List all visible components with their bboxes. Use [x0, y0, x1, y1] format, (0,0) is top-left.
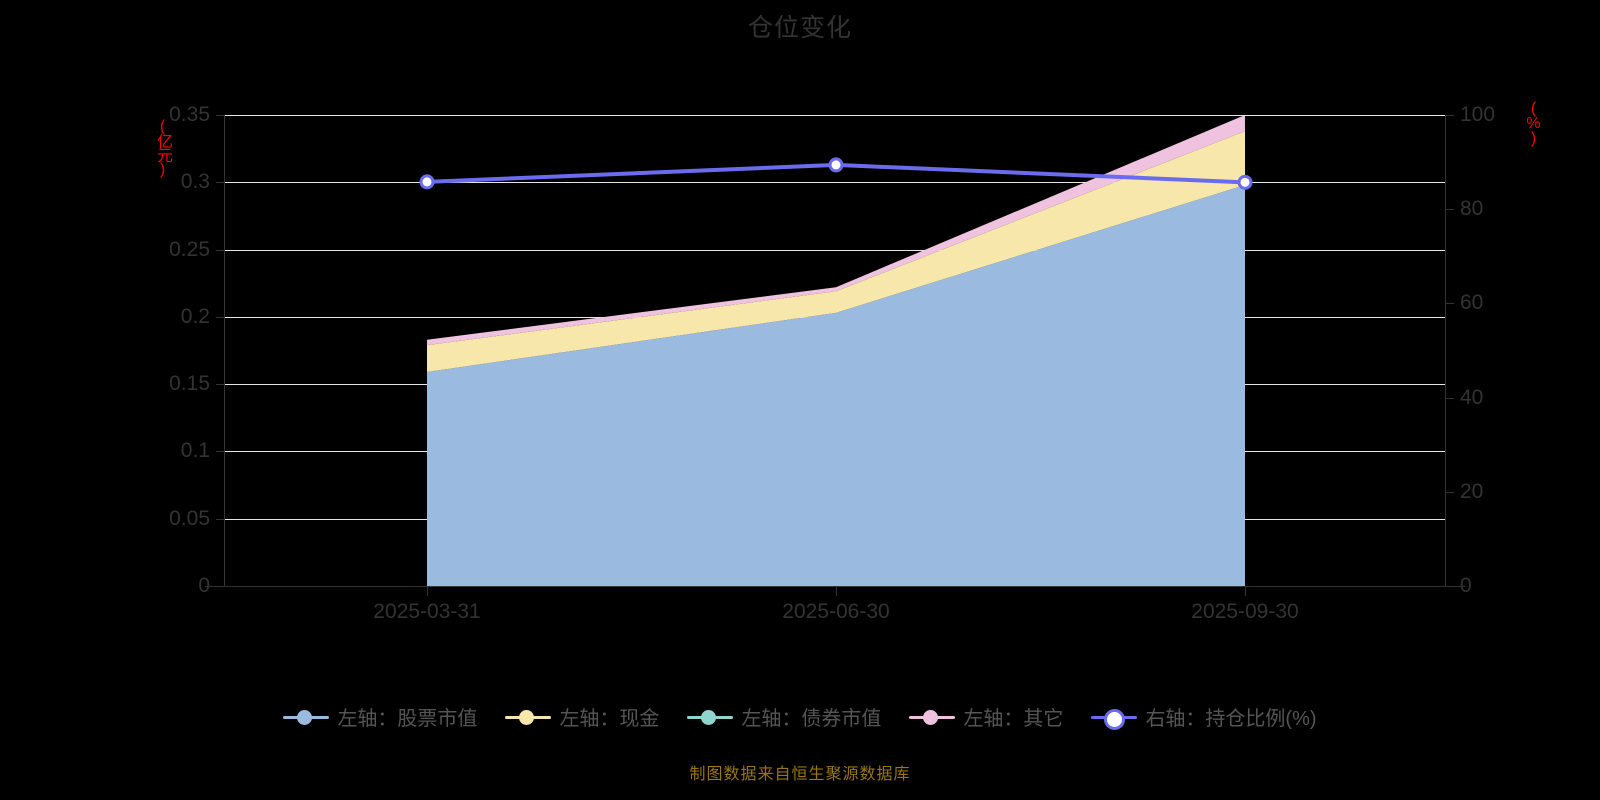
y-axis-right-tick-mark — [1446, 398, 1454, 399]
data-point-marker[interactable] — [828, 157, 844, 173]
legend-dot-icon — [283, 708, 330, 726]
y-axis-right-tick-label: 0 — [1460, 574, 1472, 597]
legend-item[interactable]: 左轴：股票市值 — [283, 702, 477, 731]
chart-legend: 左轴：股票市值 左轴：现金 左轴：债券市值 左轴：其它 右轴：持仓比例(%) — [0, 702, 1600, 731]
y-axis-right-tick-label: 60 — [1460, 291, 1484, 315]
x-axis — [205, 586, 1465, 587]
grid-line — [225, 451, 1445, 452]
area-series — [427, 131, 1245, 346]
legend-item-label: 左轴：现金 — [559, 708, 660, 730]
legend-item[interactable]: 左轴：债券市值 — [687, 702, 881, 731]
grid-line — [225, 317, 1445, 318]
grid-line — [225, 384, 1445, 385]
y-axis-right-tick-label: 80 — [1460, 197, 1484, 221]
y-axis-left-tick-label: 0 — [198, 574, 210, 597]
y-axis-left-tick-mark — [216, 317, 224, 318]
x-axis-tick-mark — [836, 587, 837, 596]
y-axis-left-tick-mark — [216, 384, 224, 385]
y-axis-right-tick-mark — [1446, 209, 1454, 210]
legend-item[interactable]: 左轴：其它 — [909, 702, 1063, 731]
x-axis-tick-label: 2025-09-30 — [1191, 600, 1299, 623]
grid-line — [225, 182, 1445, 183]
y-axis-right-tick-label: 20 — [1460, 479, 1484, 503]
y-axis-left-tick-label: 0.35 — [169, 103, 210, 126]
y-axis-left — [224, 115, 225, 587]
y-axis-left-tick-mark — [216, 250, 224, 251]
y-axis-left-tick-label: 0.2 — [180, 304, 210, 328]
y-axis-right-tick-mark — [1446, 303, 1454, 304]
x-axis-tick-mark — [427, 587, 428, 596]
x-axis-tick-mark — [1245, 587, 1246, 596]
y-axis-left-tick-mark — [216, 519, 224, 520]
legend-dot-icon — [687, 708, 734, 726]
y-axis-left-tick-mark — [216, 586, 224, 587]
legend-dot-icon — [909, 708, 956, 726]
y-axis-left-tick-mark — [216, 451, 224, 452]
legend-item-label: 左轴：债券市值 — [741, 708, 882, 730]
legend-item-label: 左轴：其它 — [963, 708, 1064, 730]
y-axis-right-tick-mark — [1446, 115, 1454, 116]
y-axis-left-tick-mark — [216, 182, 224, 183]
area-series — [427, 115, 1245, 346]
legend-item[interactable]: 左轴：现金 — [505, 702, 659, 731]
footer-note: 制图数据来自恒生聚源数据库 — [689, 766, 911, 783]
y-axis-left-unit: (亿元) — [154, 118, 171, 176]
grid-line — [225, 115, 1445, 116]
ratio-line — [425, 162, 1247, 185]
area-series — [427, 184, 1245, 586]
x-axis-tick-label: 2025-03-31 — [373, 600, 481, 623]
y-axis-left-tick-label: 0.1 — [180, 439, 210, 463]
y-axis-left-tick-label: 0.25 — [169, 237, 210, 261]
grid-line — [225, 250, 1445, 251]
y-axis-right — [1445, 115, 1446, 587]
y-axis-left-tick-label: 0.3 — [180, 170, 210, 194]
y-axis-left-tick-label: 0.15 — [169, 372, 210, 396]
y-axis-right-tick-mark — [1446, 492, 1454, 493]
y-axis-right-tick-label: 100 — [1460, 103, 1496, 126]
y-axis-left-tick-label: 0.05 — [169, 506, 210, 530]
legend-item-label: 右轴：持仓比例(%) — [1145, 708, 1317, 730]
y-axis-right-unit: (%) — [1525, 100, 1542, 145]
y-axis-right-tick-label: 40 — [1460, 385, 1484, 409]
legend-dot-icon — [1091, 708, 1138, 730]
legend-dot-icon — [505, 708, 552, 726]
legend-item[interactable]: 右轴：持仓比例(%) — [1091, 702, 1317, 731]
y-axis-left-tick-mark — [216, 115, 224, 116]
grid-line — [225, 519, 1445, 520]
legend-item-label: 左轴：股票市值 — [337, 708, 478, 730]
x-axis-tick-label: 2025-06-30 — [782, 600, 890, 623]
stacked-areas — [427, 115, 1245, 586]
area-series — [427, 131, 1245, 373]
page-title: 仓位变化 — [747, 14, 852, 42]
ratio-line-series — [419, 157, 1253, 190]
y-axis-right-tick-mark — [1446, 586, 1454, 587]
